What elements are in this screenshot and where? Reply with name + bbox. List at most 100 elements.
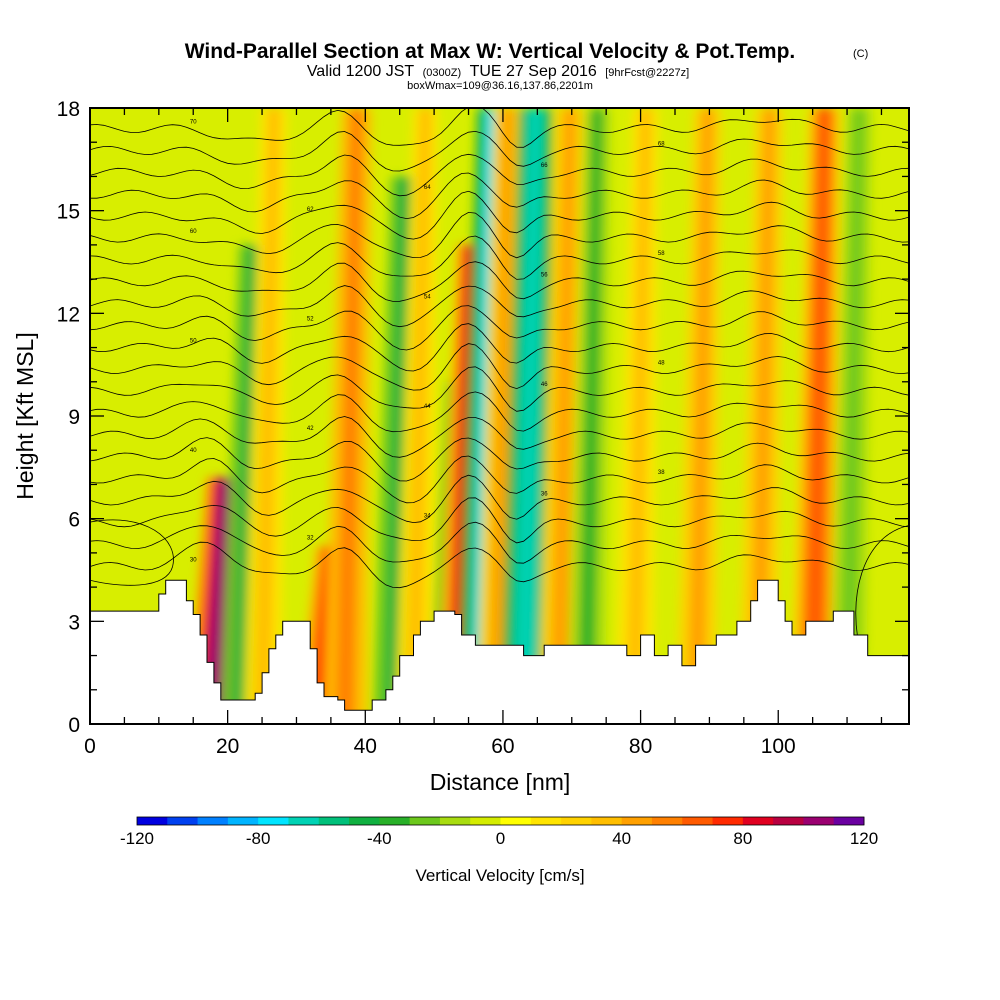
x-tick-label-0: 0 bbox=[84, 735, 96, 758]
w-feature-11 bbox=[500, 108, 553, 724]
x-axis-label: Distance [nm] bbox=[430, 769, 571, 795]
y-tick-label-0: 0 bbox=[68, 714, 80, 737]
colorbar-swatch-3 bbox=[227, 817, 259, 825]
terrain bbox=[90, 579, 909, 724]
theta-line-17 bbox=[90, 172, 909, 220]
colorbar-swatch-0 bbox=[137, 817, 168, 825]
theta-loop-east bbox=[855, 525, 909, 653]
colorbar-tick-4: 40 bbox=[612, 829, 631, 848]
colorbar-tick-1: -80 bbox=[246, 829, 271, 848]
y-tick-label-1: 3 bbox=[68, 611, 80, 634]
theta-label-19: 68 bbox=[658, 141, 665, 147]
colorbar-swatch-16 bbox=[621, 817, 653, 825]
theta-label-16: 62 bbox=[307, 207, 314, 213]
theta-label-11: 52 bbox=[307, 317, 314, 323]
theta-label-2: 34 bbox=[424, 514, 431, 520]
vertical-velocity-field bbox=[186, 108, 872, 724]
w-feature-16 bbox=[738, 108, 784, 724]
colorbar-swatch-9 bbox=[409, 817, 441, 825]
theta-line-14 bbox=[90, 235, 909, 280]
colorbar-swatch-22 bbox=[803, 817, 835, 825]
colorbar-swatch-12 bbox=[500, 817, 532, 825]
theta-line-16 bbox=[90, 190, 909, 240]
colorbar: -120 -80 -40 0 40 80 120 bbox=[120, 816, 878, 848]
subtitle-valid: Valid 1200 JST bbox=[307, 63, 415, 80]
theta-label-3: 36 bbox=[541, 492, 548, 498]
colorbar-swatch-1 bbox=[167, 817, 198, 825]
theta-line-0 bbox=[90, 541, 909, 589]
theta-label-12: 54 bbox=[424, 295, 431, 301]
theta-label-6: 42 bbox=[307, 426, 314, 432]
theta-line-8 bbox=[90, 366, 909, 412]
x-tick-label-1: 20 bbox=[216, 735, 239, 758]
theta-line-18 bbox=[90, 153, 909, 197]
theta-contours: 30 32 34 36 38 40 42 44 46 48 50 52 54 56 58 60 62 64 66 68… bbox=[90, 108, 909, 653]
theta-line-4 bbox=[90, 455, 909, 504]
x-tick-label-5: 100 bbox=[761, 735, 796, 758]
theta-label-1: 32 bbox=[307, 536, 314, 542]
colorbar-swatch-23 bbox=[833, 817, 865, 825]
colorbar-tick-0: -120 bbox=[120, 829, 154, 848]
theta-line-2 bbox=[90, 497, 909, 544]
theta-loop-west bbox=[90, 519, 174, 586]
theta-line-19 bbox=[90, 130, 909, 172]
colorbar-swatch-4 bbox=[258, 817, 289, 825]
colorbar-swatch-8 bbox=[379, 817, 411, 825]
theta-label-17: 64 bbox=[424, 185, 431, 191]
y-tick-label-4: 12 bbox=[57, 303, 80, 326]
w-feature-2 bbox=[243, 108, 288, 724]
colorbar-tick-3: 0 bbox=[496, 829, 505, 848]
theta-line-10 bbox=[90, 323, 909, 372]
theta-label-4: 38 bbox=[658, 470, 665, 476]
x-tick-label-3: 60 bbox=[491, 735, 514, 758]
colorbar-swatch-13 bbox=[530, 817, 562, 825]
theta-line-6 bbox=[90, 416, 909, 458]
w-feature-6 bbox=[395, 108, 439, 724]
colorbar-tick-2: -40 bbox=[367, 829, 392, 848]
colorbar-frame bbox=[136, 816, 865, 826]
copyright-mark: (C) bbox=[853, 48, 868, 60]
colorbar-swatch-6 bbox=[318, 817, 350, 825]
y-tick-label-5: 15 bbox=[57, 201, 80, 224]
chart-title: Wind-Parallel Section at Max W: Vertical… bbox=[185, 40, 796, 63]
theta-line-12 bbox=[90, 285, 909, 328]
theta-label-10: 50 bbox=[190, 338, 197, 344]
theta-line-5 bbox=[90, 437, 909, 482]
chart-subtitle-2: boxWmax=109@36.16,137.86,2201m bbox=[407, 80, 593, 92]
colorbar-swatch-14 bbox=[561, 817, 592, 825]
colorbar-swatch-17 bbox=[651, 817, 683, 825]
theta-line-7 bbox=[90, 391, 909, 433]
theta-label-15: 60 bbox=[190, 229, 197, 235]
colorbar-swatch-10 bbox=[439, 817, 471, 825]
theta-line-3 bbox=[90, 474, 909, 524]
colorbar-label: Vertical Velocity [cm/s] bbox=[415, 866, 584, 885]
theta-line-15 bbox=[90, 211, 909, 259]
theta-label-5: 40 bbox=[190, 448, 197, 454]
theta-line-13 bbox=[90, 261, 909, 302]
subtitle-zulu: (0300Z) bbox=[423, 67, 462, 79]
terrain-mask bbox=[90, 579, 909, 724]
w-feature-4 bbox=[323, 108, 372, 724]
theta-line-1 bbox=[90, 521, 909, 564]
theta-label-0: 30 bbox=[190, 557, 197, 563]
theta-line-9 bbox=[90, 343, 909, 391]
colorbar-swatch-2 bbox=[197, 817, 229, 825]
subtitle-forecast: [9hrFcst@2227z] bbox=[605, 67, 689, 79]
theta-label-13: 56 bbox=[541, 273, 548, 279]
theta-label-14: 58 bbox=[658, 251, 665, 257]
y-tick-label-2: 6 bbox=[68, 509, 80, 532]
theta-label-20: 70 bbox=[190, 119, 197, 125]
plot-area: 30 32 34 36 38 40 42 44 46 48 50 52 54 56 58 60 62 64 66 68… bbox=[90, 108, 909, 724]
y-tick-label-3: 9 bbox=[68, 406, 80, 429]
w-feature-13 bbox=[566, 108, 611, 724]
theta-line-20 bbox=[90, 108, 909, 148]
colorbar-swatch-20 bbox=[742, 817, 774, 825]
theta-label-9: 48 bbox=[658, 360, 665, 366]
x-tick-label-4: 80 bbox=[629, 735, 652, 758]
theta-label-18: 66 bbox=[541, 163, 548, 169]
theta-label-7: 44 bbox=[424, 404, 431, 410]
colorbar-swatch-15 bbox=[591, 817, 623, 825]
colorbar-swatch-18 bbox=[682, 817, 713, 825]
chart-subtitle: Valid 1200 JST (0300Z) TUE 27 Sep 2016 [… bbox=[307, 63, 689, 80]
colorbar-tick-5: 80 bbox=[733, 829, 752, 848]
